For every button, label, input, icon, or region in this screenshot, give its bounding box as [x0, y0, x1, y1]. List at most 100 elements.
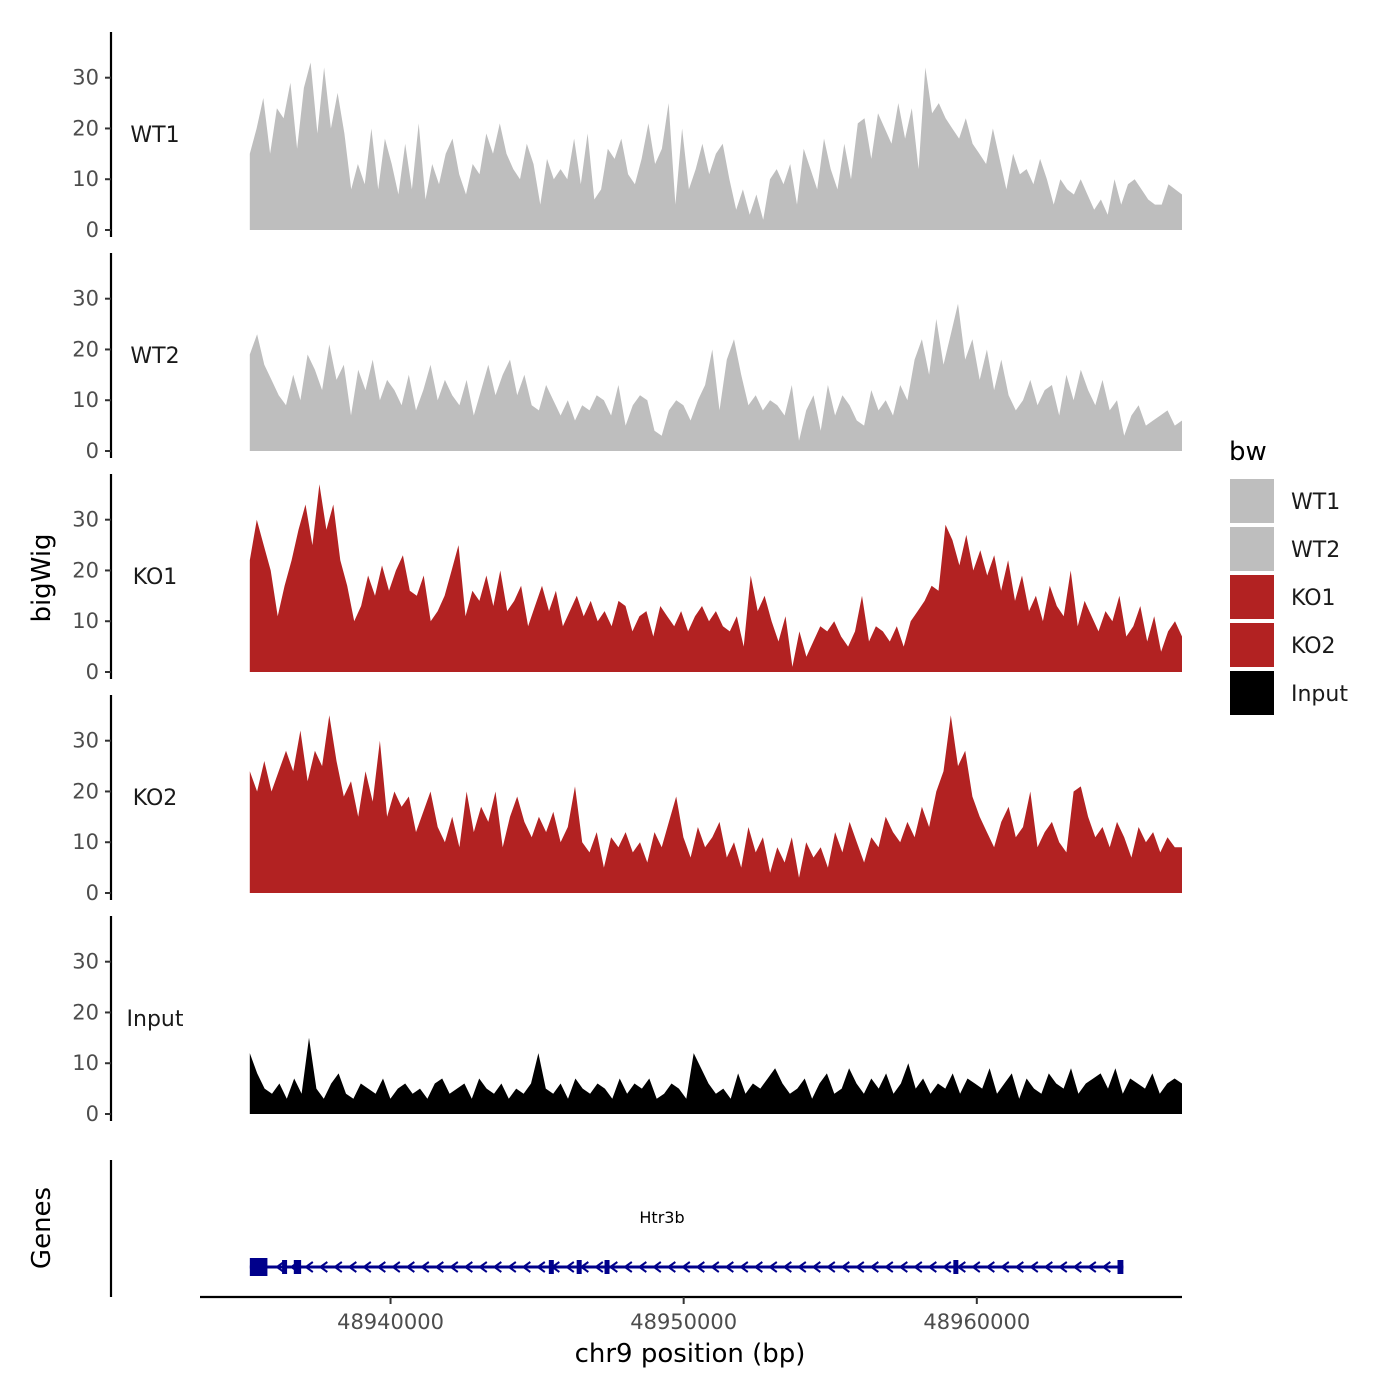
strand-arrow — [507, 1261, 517, 1273]
strand-arrow — [492, 1261, 502, 1273]
strand-arrow — [768, 1261, 778, 1273]
y-tick-label: 10 — [72, 609, 99, 633]
gene-exon — [1117, 1260, 1124, 1274]
x-axis: 48940000 48950000 48960000 chr9 position (… — [200, 1295, 1182, 1369]
y-tick-label: 10 — [72, 388, 99, 412]
bigwig-tracks: 0 10 20 30 WT1 0 10 20 30 WT2 0 10 20 30 KO1 0 10 20 30 KO2… — [72, 32, 1183, 1126]
strand-arrow — [521, 1261, 531, 1273]
y-tick-label: 10 — [72, 830, 99, 854]
coverage-area-input — [249, 1037, 1183, 1114]
strand-arrow — [855, 1261, 865, 1273]
x-axis-ticks: 48940000 48950000 48960000 — [337, 1297, 1030, 1334]
legend-item-wt1: WT1 — [1230, 479, 1340, 523]
strand-arrow — [463, 1261, 473, 1273]
strand-arrow — [739, 1261, 749, 1273]
strand-arrow — [869, 1261, 879, 1273]
x-tick-label: 48940000 — [337, 1310, 444, 1334]
gene-exon — [604, 1260, 610, 1274]
strand-arrow — [898, 1261, 908, 1273]
gene-model — [249, 1258, 1124, 1276]
y-tick-label: 20 — [72, 116, 99, 140]
strand-arrow — [797, 1261, 807, 1273]
strand-arrow — [666, 1261, 676, 1273]
gene-exon — [576, 1260, 582, 1274]
strand-arrow — [449, 1261, 459, 1273]
strand-arrow — [1000, 1261, 1010, 1273]
strand-arrow — [420, 1261, 430, 1273]
track-wt1: 0 10 20 30 WT1 — [72, 32, 1183, 242]
strand-arrow — [840, 1261, 850, 1273]
strand-arrow — [333, 1261, 343, 1273]
coverage-area-wt2 — [249, 303, 1183, 451]
strand-arrow — [434, 1261, 444, 1273]
legend-item-input: Input — [1230, 671, 1348, 715]
strand-arrow — [623, 1261, 633, 1273]
strand-arrow — [927, 1261, 937, 1273]
strand-arrow — [826, 1261, 836, 1273]
strand-arrow — [913, 1261, 923, 1273]
coverage-area-ko2 — [249, 715, 1183, 893]
strand-arrow — [942, 1261, 952, 1273]
track-label: KO2 — [133, 786, 178, 811]
y-tick-label: 0 — [86, 660, 99, 684]
strand-arrow — [971, 1261, 981, 1273]
track-wt2: 0 10 20 30 WT2 — [72, 253, 1183, 463]
strand-arrow — [608, 1261, 618, 1273]
strand-arrow — [536, 1261, 546, 1273]
y-tick-label: 20 — [72, 1000, 99, 1024]
y-tick-label: 10 — [72, 167, 99, 191]
legend-item-ko2: KO2 — [1230, 623, 1336, 667]
legend-label: WT1 — [1291, 490, 1340, 515]
strand-arrow — [1014, 1261, 1024, 1273]
track-label: WT1 — [130, 123, 179, 148]
strand-arrow — [884, 1261, 894, 1273]
track-label: Input — [127, 1007, 184, 1032]
y-tick-label: 0 — [86, 881, 99, 905]
legend-swatch — [1230, 671, 1274, 715]
y-tick-label: 10 — [72, 1051, 99, 1075]
coverage-area-wt1 — [249, 62, 1183, 230]
strand-arrow — [318, 1261, 328, 1273]
legend-swatch — [1230, 527, 1274, 571]
strand-arrow — [753, 1261, 763, 1273]
strand-arrow — [811, 1261, 821, 1273]
coverage-area-ko1 — [249, 484, 1183, 672]
y-tick-label: 20 — [72, 779, 99, 803]
legend-swatch — [1230, 623, 1274, 667]
strand-arrow — [478, 1261, 488, 1273]
track-label: WT2 — [130, 344, 179, 369]
strand-arrow — [1072, 1261, 1082, 1273]
legend-items: WT1 WT2 KO1 KO2 Input — [1230, 479, 1348, 715]
gene-name-label: Htr3b — [639, 1208, 684, 1227]
gene-exon — [953, 1260, 959, 1274]
strand-arrow — [724, 1261, 734, 1273]
gene-exon — [249, 1258, 268, 1276]
y-tick-label: 30 — [72, 729, 99, 753]
gene-exon — [293, 1260, 302, 1274]
y-axis-title: bigWig — [27, 533, 57, 622]
y-tick-label: 30 — [72, 508, 99, 532]
gene-exon — [548, 1260, 554, 1274]
legend-title: bw — [1229, 437, 1267, 467]
genes-track-title: Genes — [27, 1187, 57, 1269]
strand-arrow — [985, 1261, 995, 1273]
legend-label: WT2 — [1291, 538, 1340, 563]
y-tick-label: 30 — [72, 950, 99, 974]
x-tick-label: 48960000 — [923, 1310, 1030, 1334]
legend-item-ko1: KO1 — [1230, 575, 1336, 619]
track-input: 0 10 20 30 Input — [72, 916, 1183, 1126]
strand-arrow — [391, 1261, 401, 1273]
strand-arrow — [275, 1261, 285, 1273]
y-tick-label: 0 — [86, 218, 99, 242]
y-tick-label: 20 — [72, 337, 99, 361]
y-tick-label: 0 — [86, 1102, 99, 1126]
strand-arrow — [362, 1261, 372, 1273]
track-label: KO1 — [133, 565, 178, 590]
strand-arrow — [652, 1261, 662, 1273]
strand-arrow — [1058, 1261, 1068, 1273]
legend-label: KO1 — [1291, 586, 1336, 611]
strand-arrow — [710, 1261, 720, 1273]
strand-arrow — [695, 1261, 705, 1273]
